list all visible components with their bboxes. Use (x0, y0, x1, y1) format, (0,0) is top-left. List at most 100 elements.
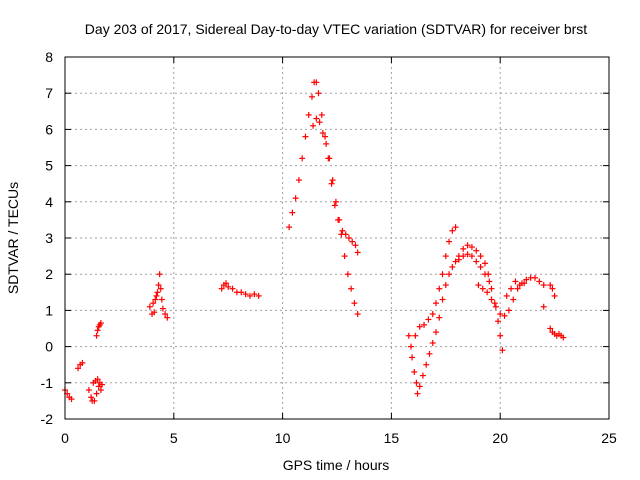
data-point (318, 111, 325, 118)
data-point (299, 155, 306, 162)
x-tick-label: 20 (492, 430, 508, 446)
data-point (341, 253, 348, 260)
data-point (429, 311, 436, 318)
data-point (512, 278, 519, 285)
data-point (289, 209, 296, 216)
data-point (501, 312, 508, 319)
data-point (468, 244, 475, 251)
data-point (286, 224, 293, 231)
data-point (419, 372, 426, 379)
y-tick-label: 1 (45, 302, 53, 318)
data-point (446, 271, 453, 278)
data-point (310, 122, 317, 129)
data-point (486, 278, 493, 285)
data-point (157, 285, 164, 292)
data-point (316, 119, 323, 126)
data-point (433, 300, 440, 307)
data-point (342, 231, 349, 238)
x-tick-label: 0 (61, 430, 69, 446)
data-point (218, 285, 225, 292)
data-point (514, 285, 521, 292)
data-point (229, 285, 236, 292)
y-tick-label: 0 (45, 339, 53, 355)
y-tick-label: 4 (45, 194, 53, 210)
data-point (547, 282, 554, 289)
data-point (332, 198, 339, 205)
data-point (319, 130, 326, 137)
data-point (313, 115, 320, 122)
data-point (497, 311, 504, 318)
data-point (150, 300, 157, 307)
data-point (442, 282, 449, 289)
data-point (97, 387, 104, 394)
y-tick-label: 6 (45, 121, 53, 137)
data-point (508, 285, 515, 292)
data-point (477, 263, 484, 270)
data-point (329, 177, 336, 184)
data-point (98, 381, 105, 388)
grid (65, 57, 609, 419)
data-point (302, 133, 309, 140)
data-point (322, 133, 329, 140)
data-point (95, 383, 102, 390)
data-point (477, 253, 484, 260)
data-point (352, 242, 359, 249)
data-point (547, 325, 554, 332)
data-point (152, 296, 159, 303)
y-tick-label: 8 (45, 49, 53, 65)
x-tick-label: 15 (384, 430, 400, 446)
data-point (88, 394, 95, 401)
data-point (313, 79, 320, 86)
data-point (532, 274, 539, 281)
data-point (93, 332, 100, 339)
data-point (85, 387, 92, 394)
x-tick-label: 5 (170, 430, 178, 446)
data-point (495, 318, 502, 325)
data-points (62, 79, 567, 404)
data-point (242, 291, 249, 298)
data-point (348, 285, 355, 292)
x-tick-label: 25 (601, 430, 617, 446)
data-point (323, 140, 330, 147)
data-point (94, 327, 101, 334)
data-point (295, 177, 302, 184)
data-point (414, 390, 421, 397)
data-point (449, 263, 456, 270)
data-point (510, 296, 517, 303)
data-point (479, 285, 486, 292)
data-point (499, 347, 506, 354)
data-point (354, 249, 361, 256)
data-point (91, 397, 98, 404)
data-point (409, 354, 416, 361)
y-tick-label: 2 (45, 266, 53, 282)
data-point (491, 300, 498, 307)
y-tick-label: 5 (45, 158, 53, 174)
data-point (429, 339, 436, 346)
y-tick-label: -2 (41, 411, 54, 427)
data-point (521, 280, 528, 287)
data-point (326, 155, 333, 162)
data-point (164, 314, 171, 321)
data-point (331, 202, 338, 209)
data-point (413, 379, 420, 386)
data-point (349, 238, 356, 245)
data-point (481, 260, 488, 267)
data-point (439, 271, 446, 278)
data-point (153, 292, 160, 299)
data-point (436, 314, 443, 321)
data-point (151, 309, 158, 316)
data-point (505, 307, 512, 314)
data-point (344, 271, 351, 278)
data-point (94, 376, 101, 383)
data-point (158, 296, 165, 303)
data-point (492, 303, 499, 310)
data-point (460, 245, 467, 252)
x-axis: 0 5 10 15 20 25 (61, 57, 617, 446)
data-point (452, 224, 459, 231)
data-point (560, 334, 567, 341)
y-axis-label: SDTVAR / TECUs (5, 182, 21, 294)
data-point (155, 282, 162, 289)
data-point (426, 350, 433, 357)
data-point (416, 383, 423, 390)
